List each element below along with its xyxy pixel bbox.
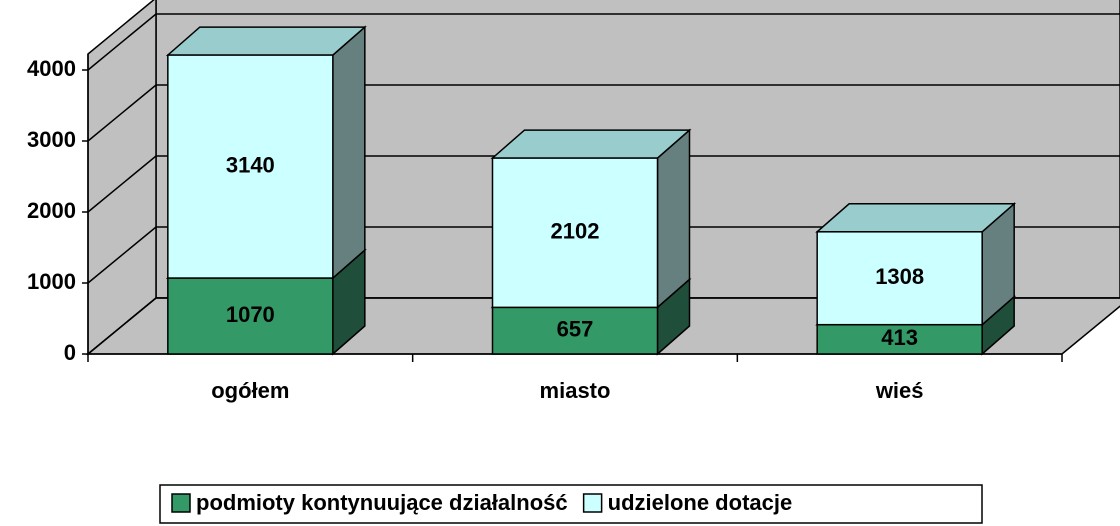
- bar: [816, 231, 983, 326]
- grid-line: [87, 84, 1120, 142]
- grid-line: [87, 297, 1120, 355]
- bar-top: [165, 26, 367, 56]
- value-label: 1070: [226, 302, 275, 327]
- y-tick-label: 4000: [27, 56, 76, 81]
- bar-top: [815, 203, 1017, 233]
- bar-side: [332, 25, 366, 280]
- value-label: 3140: [226, 152, 275, 177]
- grid-line: [87, 226, 1120, 284]
- value-label: 2102: [551, 219, 600, 244]
- value-label: 1308: [875, 264, 924, 289]
- x-tick-label: wieś: [875, 378, 924, 403]
- x-tick-label: miasto: [540, 378, 611, 403]
- legend-label: podmioty kontynuujące działalność: [196, 490, 568, 515]
- y-tick-label: 0: [64, 340, 76, 365]
- grid-line: [87, 155, 1120, 213]
- bar: [167, 277, 334, 355]
- value-label: 413: [881, 325, 918, 350]
- bar-top: [490, 129, 692, 159]
- bar: [816, 323, 983, 355]
- y-tick-label: 1000: [27, 269, 76, 294]
- side-wall: [87, 0, 157, 356]
- y-tick-label: 2000: [27, 198, 76, 223]
- bar: [491, 157, 659, 309]
- grid-line: [87, 13, 1120, 71]
- legend-swatch: [171, 493, 191, 513]
- y-tick-label: 3000: [27, 127, 76, 152]
- bar: [167, 54, 334, 279]
- legend: [159, 484, 983, 524]
- legend-label: udzielone dotacje: [608, 490, 793, 515]
- legend-swatch: [582, 493, 603, 513]
- x-tick-label: ogółem: [211, 378, 289, 403]
- value-label: 657: [557, 316, 594, 341]
- bar-side: [656, 128, 691, 310]
- bar: [491, 306, 659, 355]
